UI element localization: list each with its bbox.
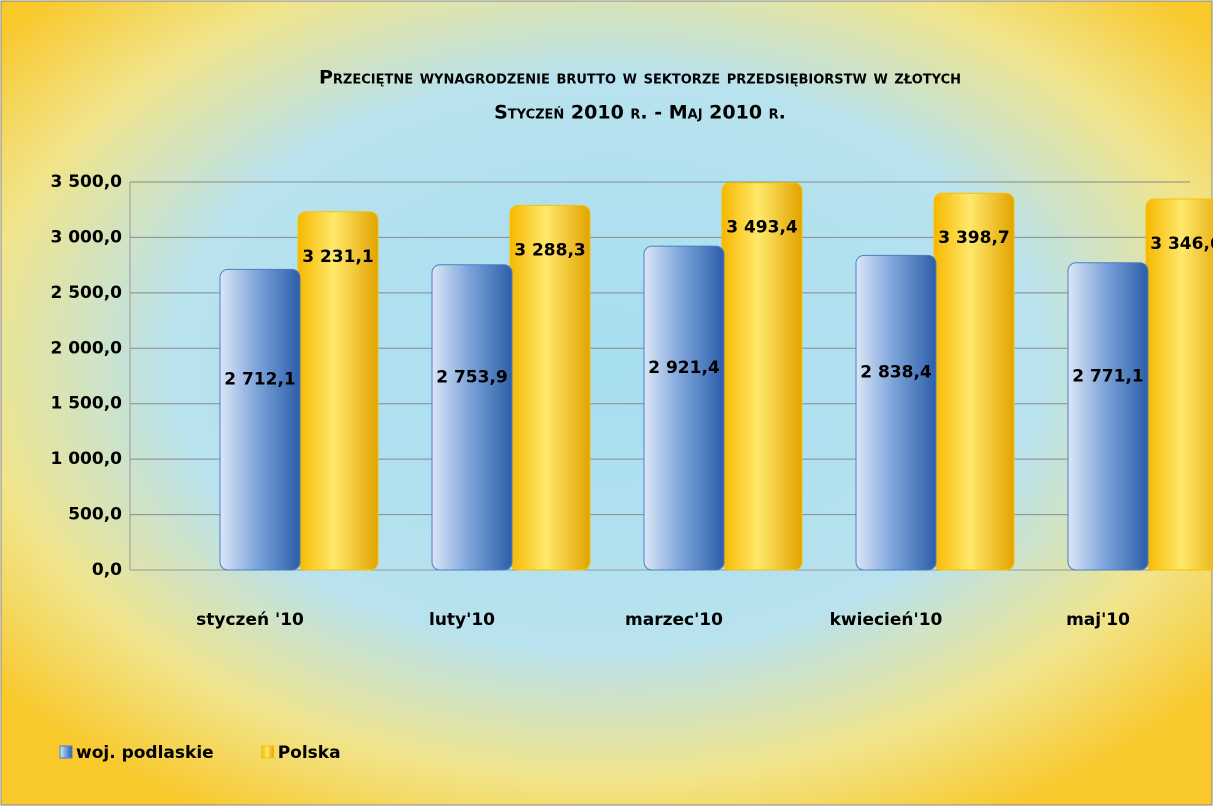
y-tick-label: 1 500,0 (50, 394, 122, 414)
chart-subtitle: Styczeń 2010 r. - Maj 2010 r. (494, 102, 786, 124)
data-label: 3 288,3 (514, 240, 586, 260)
legend-label: woj. podlaskie (76, 743, 214, 763)
legend-label: Polska (278, 743, 341, 763)
data-label: 2 712,1 (224, 370, 296, 390)
x-tick-label: kwiecień'10 (830, 610, 943, 630)
y-tick-label: 1 000,0 (50, 449, 122, 469)
bar (643, 245, 725, 571)
y-tick-label: 2 500,0 (50, 283, 122, 303)
y-tick-label: 3 500,0 (50, 172, 122, 192)
y-tick-label: 3 000,0 (50, 227, 122, 247)
data-label: 2 771,1 (1072, 366, 1144, 386)
data-label: 2 921,4 (648, 358, 720, 378)
bar (219, 268, 301, 571)
data-label: 3 231,1 (302, 247, 374, 267)
bar (933, 192, 1015, 571)
x-tick-label: maj'10 (1066, 610, 1130, 630)
data-label: 3 398,7 (938, 228, 1010, 248)
bar (1067, 262, 1149, 571)
legend-swatch (59, 745, 73, 759)
bar (721, 182, 803, 571)
x-tick-label: marzec'10 (625, 610, 723, 630)
chart-title: Przeciętne wynagrodzenie brutto w sektor… (319, 67, 961, 89)
bar (855, 254, 937, 571)
y-tick-label: 2 000,0 (50, 338, 122, 358)
data-label: 2 753,9 (436, 367, 508, 387)
bar (1145, 198, 1213, 571)
data-label: 3 346,6 (1150, 234, 1213, 254)
legend-swatch (261, 745, 275, 759)
x-tick-label: luty'10 (429, 610, 495, 630)
data-label: 3 493,4 (726, 218, 798, 238)
y-tick-label: 0,0 (92, 560, 122, 580)
y-tick-label: 500,0 (68, 505, 122, 525)
bar (431, 264, 513, 571)
x-tick-label: styczeń '10 (196, 610, 304, 630)
data-label: 2 838,4 (860, 363, 932, 383)
